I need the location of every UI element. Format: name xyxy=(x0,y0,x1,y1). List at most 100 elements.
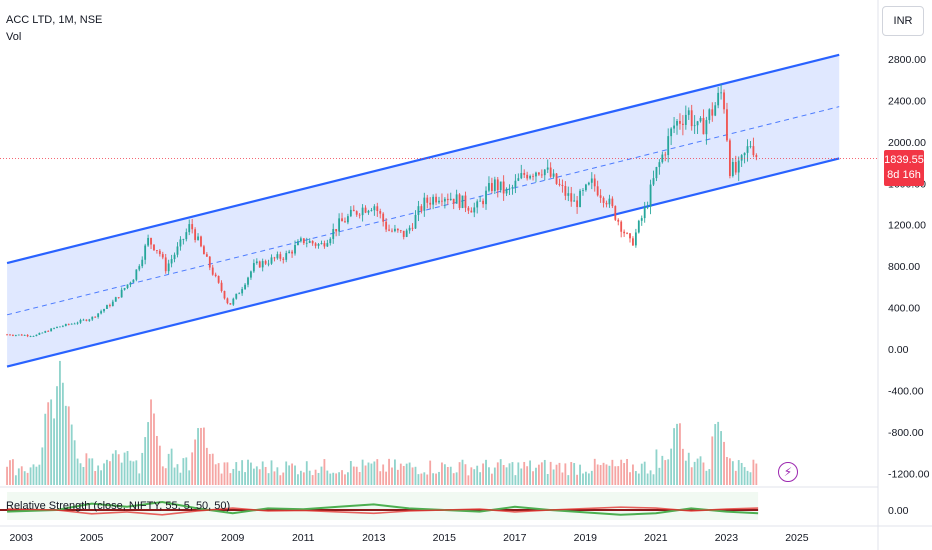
y-tick-label: -1200.00 xyxy=(888,468,930,480)
candle-body xyxy=(170,259,173,264)
candle-body xyxy=(238,293,241,295)
volume-bar xyxy=(229,473,232,485)
candle-body xyxy=(526,174,529,179)
volume-bar xyxy=(546,473,549,485)
parallel-channel[interactable] xyxy=(6,53,840,368)
candle-body xyxy=(232,298,235,305)
candle-body xyxy=(285,253,288,260)
candle-body xyxy=(443,198,446,202)
volume-bar xyxy=(599,465,602,485)
candle-body xyxy=(352,209,355,212)
volume-bar xyxy=(540,462,543,485)
candle-body xyxy=(740,155,743,161)
candle-body xyxy=(634,232,637,246)
last-price-badge: 1839.55 8d 16h xyxy=(884,150,924,186)
candle-body xyxy=(579,190,581,207)
candle-body xyxy=(464,195,467,208)
candle-body xyxy=(605,202,608,205)
volume-bar xyxy=(285,461,288,485)
volume-bar xyxy=(438,471,440,485)
candle-body xyxy=(587,182,590,185)
currency-button[interactable]: INR xyxy=(882,6,924,36)
volume-bar xyxy=(520,468,523,485)
candle-body xyxy=(382,213,385,222)
candle-body xyxy=(737,160,740,173)
lightning-icon[interactable]: ⚡ xyxy=(778,462,798,482)
volume-bar xyxy=(12,459,14,485)
volume-bar xyxy=(723,441,725,485)
candle-body xyxy=(270,257,273,264)
candle-body xyxy=(29,336,32,337)
candle-body xyxy=(490,183,493,191)
candle-body xyxy=(17,334,20,336)
x-tick-label: 2011 xyxy=(292,532,315,544)
volume-bar xyxy=(211,453,214,485)
candle-body xyxy=(473,207,476,213)
volume-bar xyxy=(391,467,393,485)
volume-bar xyxy=(532,471,534,485)
volume-bar xyxy=(667,459,670,485)
candle-body xyxy=(6,334,8,336)
candle-body xyxy=(726,109,728,141)
candle-body xyxy=(723,92,725,110)
volume-bar xyxy=(488,467,490,485)
candle-body xyxy=(576,200,579,207)
volume-bar xyxy=(499,459,502,485)
candle-body xyxy=(329,238,332,244)
candle-body xyxy=(505,188,508,194)
indicator-label[interactable]: Relative Strength (close, NIFTY, 55, 5, … xyxy=(6,500,231,512)
candle-body xyxy=(379,211,382,214)
legend-title[interactable]: ACC LTD, 1M, NSE xyxy=(6,14,103,26)
candle-body xyxy=(743,152,746,156)
volume-bar xyxy=(482,463,484,485)
candle-body xyxy=(82,319,85,321)
volume-bar xyxy=(79,463,82,485)
candle-body xyxy=(755,155,758,158)
volume-bar xyxy=(679,423,681,485)
candle-body xyxy=(699,117,702,122)
volume-bar xyxy=(352,466,355,485)
candle-body xyxy=(523,173,526,175)
volume-bar xyxy=(97,465,100,485)
candle-body xyxy=(461,195,464,208)
candle-body xyxy=(32,336,35,337)
candle-body xyxy=(50,328,53,332)
candle-body xyxy=(294,245,296,254)
volume-bar xyxy=(197,428,199,485)
candle-body xyxy=(373,206,376,211)
candle-body xyxy=(158,250,161,255)
volume-bar xyxy=(23,471,26,485)
volume-bar xyxy=(426,474,429,485)
volume-bar xyxy=(526,466,529,485)
candle-body xyxy=(188,224,191,233)
candle-body xyxy=(132,279,135,283)
volume-bar xyxy=(282,472,285,485)
volume-bar xyxy=(632,464,634,485)
volume-bar xyxy=(543,459,546,485)
volume-bar xyxy=(684,460,687,485)
volume-bar xyxy=(479,472,482,485)
candle-body xyxy=(273,257,276,259)
candle-body xyxy=(267,263,270,265)
volume-bar xyxy=(514,475,517,485)
candle-body xyxy=(570,193,573,202)
candle-body xyxy=(620,221,623,232)
volume-bar xyxy=(414,466,417,485)
candle-body xyxy=(123,288,126,290)
candle-body xyxy=(543,169,546,176)
volume-bar xyxy=(147,422,150,485)
volume-bar xyxy=(476,465,479,485)
volume-bar xyxy=(176,464,179,485)
volume-bar xyxy=(382,464,385,485)
candle-body xyxy=(288,251,291,254)
candle-body xyxy=(241,289,244,294)
candle-body xyxy=(640,218,643,221)
candle-body xyxy=(94,316,97,318)
volume-bar xyxy=(247,459,249,485)
candle-body xyxy=(573,200,576,202)
legend-volume[interactable]: Vol xyxy=(6,31,22,43)
candle-body xyxy=(479,200,482,202)
volume-bar xyxy=(41,447,44,485)
volume-bar xyxy=(455,472,458,485)
